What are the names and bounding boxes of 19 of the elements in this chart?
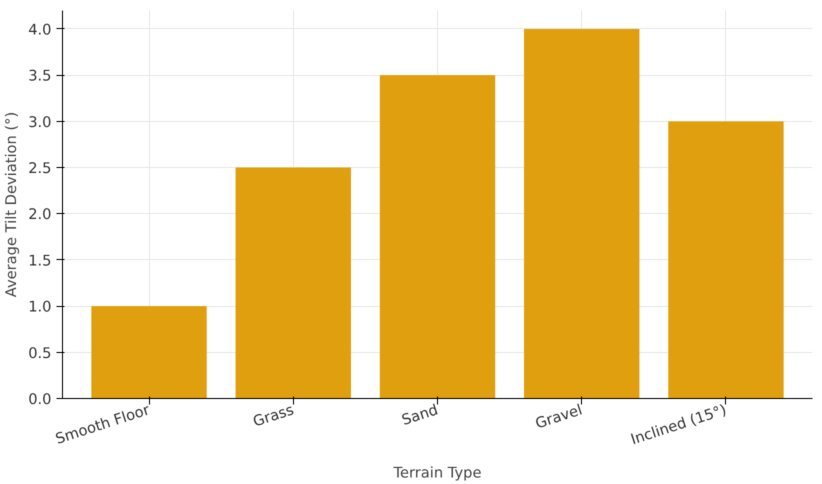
bar — [91, 306, 207, 398]
y-tick-label: 1.0 — [28, 298, 52, 316]
y-tick-label: 2.5 — [28, 160, 52, 178]
x-tick-label: Gravel — [533, 401, 584, 432]
x-axis-title: Terrain Type — [392, 464, 482, 482]
bar — [524, 28, 640, 398]
y-axis-title: Average Tilt Deviation (°) — [3, 112, 20, 298]
y-tick-label: 0.5 — [28, 344, 52, 362]
y-tick-label: 2.0 — [28, 206, 52, 224]
bar — [668, 121, 784, 398]
x-tick-label: Grass — [251, 401, 296, 430]
y-tick-label: 4.0 — [28, 21, 52, 38]
y-tick-label: 3.5 — [28, 68, 52, 85]
bar — [236, 168, 351, 398]
x-tick-label: Sand — [400, 401, 440, 429]
bar — [380, 75, 496, 398]
y-tick-label: 3.0 — [28, 114, 52, 131]
y-tick-label: 0.0 — [28, 391, 52, 408]
y-tick-label: 1.5 — [28, 252, 52, 270]
